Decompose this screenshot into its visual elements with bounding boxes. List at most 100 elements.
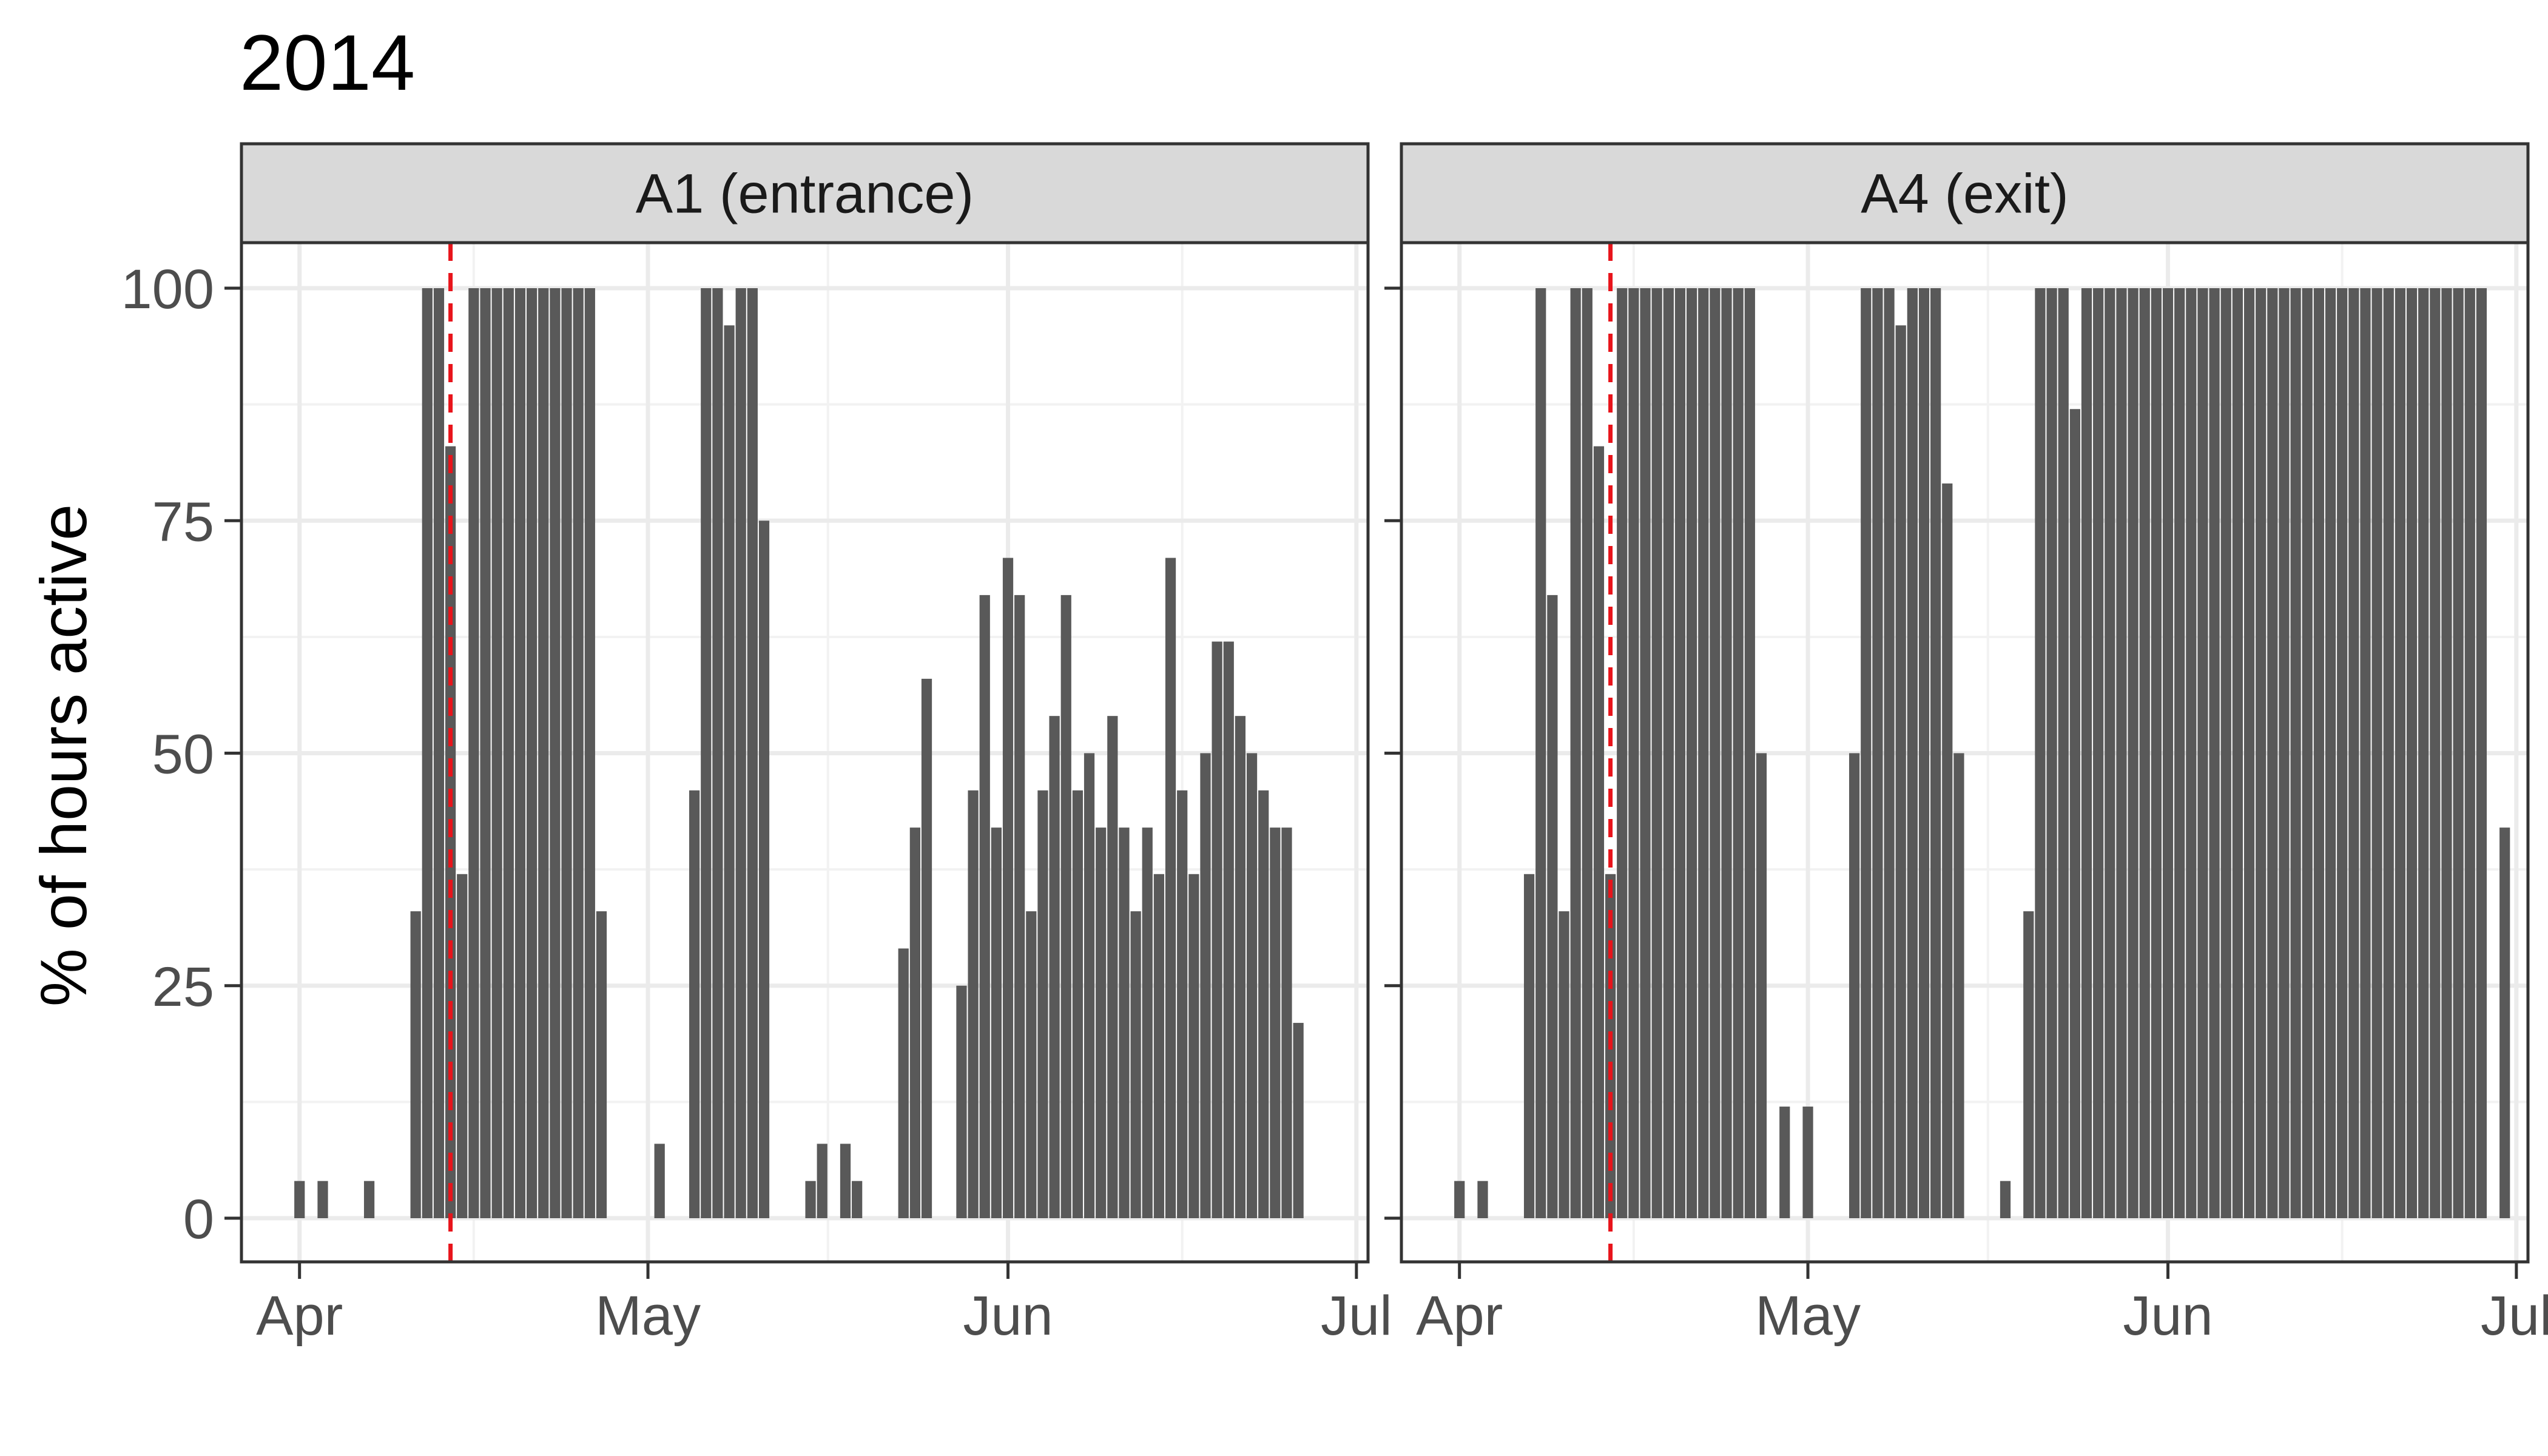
bar (898, 948, 909, 1218)
bar (1223, 641, 1234, 1218)
bar (991, 827, 1002, 1218)
bar (294, 1181, 305, 1218)
bar (1593, 446, 1605, 1218)
bar (2290, 288, 2301, 1218)
bar (2046, 288, 2057, 1218)
panel-2: A4 (exit) Apr May Jun Jul (1384, 142, 2548, 1347)
bar (317, 1181, 328, 1218)
bar (503, 288, 514, 1218)
bar (1002, 558, 1014, 1218)
bar (712, 288, 723, 1218)
bar (2174, 288, 2185, 1218)
facet-label: A4 (exit) (1861, 163, 2069, 225)
bar (363, 1181, 375, 1218)
bar (1721, 288, 1732, 1218)
bar (1640, 288, 1651, 1218)
bar (2151, 288, 2162, 1218)
bar (1559, 911, 1569, 1218)
y-tick-label: 0 (183, 1188, 214, 1250)
bar (1060, 595, 1071, 1218)
bar (2069, 409, 2080, 1218)
bar (1582, 288, 1592, 1218)
bar (1570, 288, 1581, 1218)
bar (584, 288, 595, 1218)
bar (1942, 483, 1953, 1219)
bar (735, 288, 746, 1218)
bar (1037, 790, 1048, 1218)
bar (1651, 288, 1662, 1218)
bar (550, 288, 561, 1218)
bar (526, 288, 538, 1218)
bar (2116, 288, 2127, 1218)
panel-1: A1 (entrance) Apr May Jun Jul 0 25 50 75 100 (121, 142, 1392, 1347)
bar (2325, 288, 2336, 1218)
chart-title: 2014 (240, 18, 415, 107)
bar (968, 790, 979, 1218)
bar (1235, 716, 1246, 1218)
bar (2220, 288, 2231, 1218)
bar (2128, 288, 2138, 1218)
x-tick-label: Apr (1416, 1285, 1503, 1347)
bar (2186, 288, 2197, 1218)
bar (468, 288, 479, 1218)
bar (410, 911, 421, 1218)
x-tick-label: Jun (963, 1285, 1053, 1347)
bar (1617, 288, 1628, 1218)
bar (1014, 595, 1025, 1218)
bar (1177, 790, 1188, 1218)
bar (1535, 288, 1546, 1218)
bar (2058, 288, 2069, 1218)
bar (2023, 911, 2034, 1218)
bar (2035, 288, 2046, 1218)
bar (817, 1144, 827, 1218)
bar (2081, 288, 2092, 1218)
bar (422, 288, 433, 1218)
bar (2302, 288, 2313, 1218)
bar (2267, 288, 2278, 1218)
bar (1258, 790, 1269, 1218)
bar (2337, 288, 2348, 1218)
bar (1547, 595, 1558, 1218)
x-tick-label: May (1755, 1285, 1861, 1347)
bar (1281, 827, 1292, 1218)
bar (1454, 1181, 1465, 1218)
bar (1270, 827, 1281, 1218)
bar (1523, 874, 1535, 1218)
bar (840, 1144, 851, 1218)
bar (2395, 288, 2406, 1218)
bar (2453, 288, 2464, 1218)
bar (1153, 874, 1165, 1218)
bar (1953, 753, 1964, 1218)
bar (1200, 753, 1211, 1218)
y-tick-label: 25 (152, 956, 214, 1018)
bar (1293, 1023, 1304, 1218)
bar (956, 985, 967, 1218)
bar (1802, 1107, 1813, 1218)
bar (2162, 288, 2174, 1218)
facet-label: A1 (entrance) (636, 163, 974, 225)
bar (1872, 288, 1883, 1218)
bar (491, 288, 502, 1218)
x-tick-label: Jul (2481, 1285, 2548, 1347)
bar (2243, 288, 2255, 1218)
bar (1744, 288, 1755, 1218)
bar (1628, 288, 1639, 1218)
bar (1895, 325, 1906, 1218)
bar (2256, 288, 2267, 1218)
bar (1165, 558, 1176, 1218)
bar (433, 288, 445, 1218)
bar (1477, 1181, 1488, 1218)
bar (1026, 911, 1037, 1218)
bar (2139, 288, 2150, 1218)
bar (1930, 288, 1941, 1218)
x-tick-label: May (595, 1285, 701, 1347)
bar (2441, 288, 2452, 1218)
bar (538, 288, 549, 1218)
bar (747, 288, 758, 1218)
y-axis-label: % of hours active (27, 504, 100, 1006)
bar (1733, 288, 1744, 1218)
x-tick-label: Jun (2123, 1285, 2213, 1347)
bar (2406, 288, 2418, 1218)
bar (1142, 827, 1153, 1218)
